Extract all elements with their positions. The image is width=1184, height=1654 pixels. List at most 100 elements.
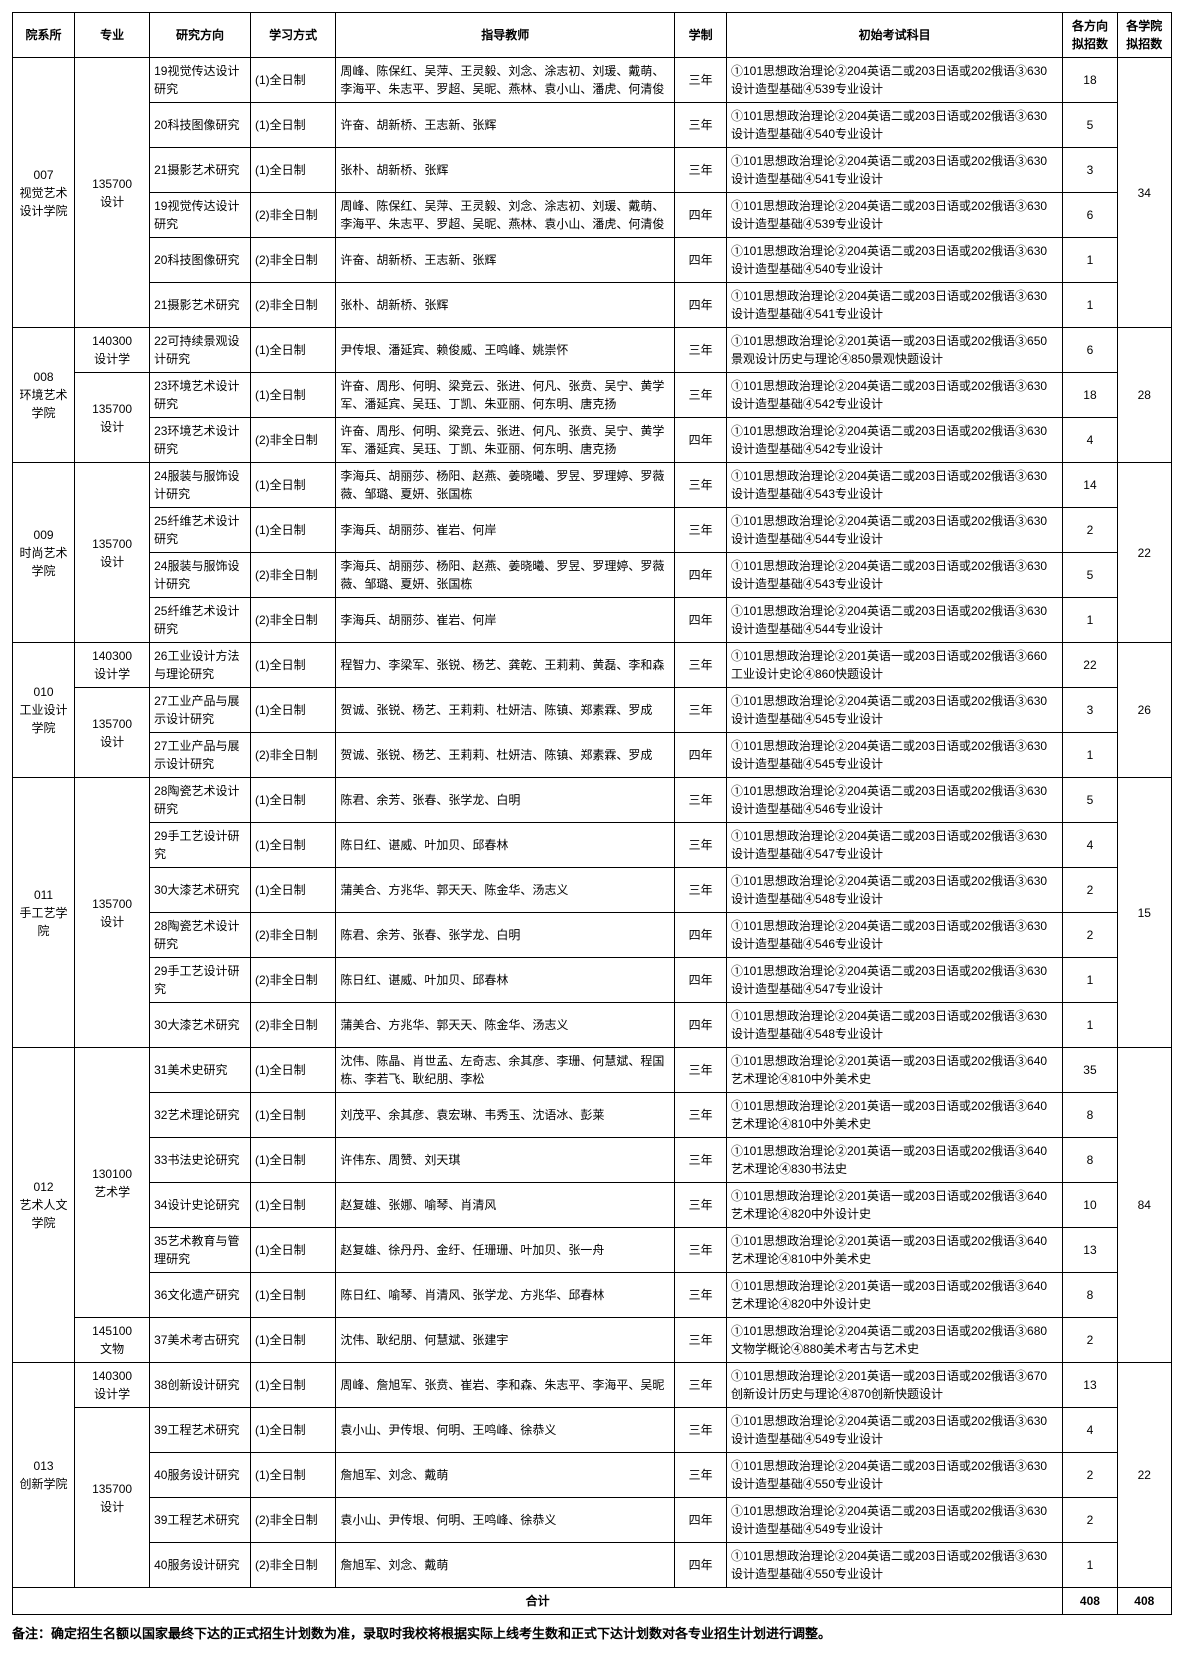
cell-quota-direction: 5 [1063, 778, 1117, 823]
cell-exam: ①101思想政治理论②201英语一或203日语或202俄语③670创新设计历史与… [726, 1363, 1062, 1408]
cell-dept: 009 时尚艺术学院 [13, 463, 75, 643]
header-major: 专业 [75, 13, 150, 58]
cell-mode: (1)全日制 [250, 643, 335, 688]
cell-direction: 26工业设计方法与理论研究 [150, 643, 251, 688]
cell-quota-dept: 34 [1117, 58, 1171, 328]
cell-mode: (1)全日制 [250, 1363, 335, 1408]
cell-quota-direction: 2 [1063, 868, 1117, 913]
cell-teachers: 陈君、余芳、张春、张学龙、白明 [336, 913, 675, 958]
cell-exam: ①101思想政治理论②204英语二或203日语或202俄语③630设计造型基础④… [726, 1408, 1062, 1453]
table-row: 011 手工艺学院135700 设计28陶瓷艺术设计研究(1)全日制陈君、余芳、… [13, 778, 1172, 823]
cell-system: 三年 [675, 58, 727, 103]
cell-direction: 19视觉传达设计研究 [150, 58, 251, 103]
cell-teachers: 尹传垠、潘延宾、赖俊威、王鸣峰、姚崇怀 [336, 328, 675, 373]
admissions-table: 院系所 专业 研究方向 学习方式 指导教师 学制 初始考试科目 各方向拟招数 各… [12, 12, 1172, 1615]
table-row: 36文化遗产研究(1)全日制陈日红、喻琴、肖清风、张学龙、方兆华、邱春林三年①1… [13, 1273, 1172, 1318]
header-system: 学制 [675, 13, 727, 58]
cell-quota-direction: 6 [1063, 193, 1117, 238]
cell-direction: 25纤维艺术设计研究 [150, 508, 251, 553]
cell-direction: 27工业产品与展示设计研究 [150, 733, 251, 778]
header-teachers: 指导教师 [336, 13, 675, 58]
cell-direction: 36文化遗产研究 [150, 1273, 251, 1318]
cell-system: 三年 [675, 463, 727, 508]
table-row: 23环境艺术设计研究(2)非全日制许奋、周彤、何明、梁竞云、张进、何凡、张贲、吴… [13, 418, 1172, 463]
cell-system: 三年 [675, 1048, 727, 1093]
cell-teachers: 周峰、陈保红、吴萍、王灵毅、刘念、涂志初、刘瑗、戴萌、李海平、朱志平、罗超、吴昵… [336, 193, 675, 238]
table-row: 28陶瓷艺术设计研究(2)非全日制陈君、余芳、张春、张学龙、白明四年①101思想… [13, 913, 1172, 958]
table-row: 24服装与服饰设计研究(2)非全日制李海兵、胡丽莎、杨阳、赵燕、姜晓曦、罗昱、罗… [13, 553, 1172, 598]
cell-system: 四年 [675, 283, 727, 328]
cell-teachers: 蒲美合、方兆华、郭天天、陈金华、汤志义 [336, 868, 675, 913]
cell-direction: 35艺术教育与管理研究 [150, 1228, 251, 1273]
cell-quota-direction: 3 [1063, 148, 1117, 193]
table-row: 013 创新学院140300 设计学38创新设计研究(1)全日制周峰、詹旭军、张… [13, 1363, 1172, 1408]
cell-system: 三年 [675, 1273, 727, 1318]
cell-quota-direction: 4 [1063, 418, 1117, 463]
cell-quota-direction: 2 [1063, 1498, 1117, 1543]
cell-mode: (2)非全日制 [250, 553, 335, 598]
cell-teachers: 许奋、胡新桥、王志新、张辉 [336, 103, 675, 148]
cell-exam: ①101思想政治理论②204英语二或203日语或202俄语③630设计造型基础④… [726, 193, 1062, 238]
cell-quota-direction: 2 [1063, 508, 1117, 553]
cell-exam: ①101思想政治理论②201英语一或203日语或202俄语③640艺术理论④82… [726, 1273, 1062, 1318]
cell-exam: ①101思想政治理论②204英语二或203日语或202俄语③630设计造型基础④… [726, 463, 1062, 508]
table-row: 012 艺术人文学院130100 艺术学31美术史研究(1)全日制沈伟、陈晶、肖… [13, 1048, 1172, 1093]
total-row: 合计 408 408 [13, 1588, 1172, 1615]
cell-teachers: 李海兵、胡丽莎、崔岩、何岸 [336, 598, 675, 643]
cell-teachers: 贺诚、张锐、杨艺、王莉莉、杜妍洁、陈镇、郑素霖、罗成 [336, 688, 675, 733]
cell-system: 三年 [675, 328, 727, 373]
cell-quota-direction: 5 [1063, 553, 1117, 598]
cell-direction: 28陶瓷艺术设计研究 [150, 778, 251, 823]
header-dir: 研究方向 [150, 13, 251, 58]
cell-quota-direction: 6 [1063, 328, 1117, 373]
cell-quota-direction: 1 [1063, 1003, 1117, 1048]
cell-system: 三年 [675, 148, 727, 193]
cell-direction: 28陶瓷艺术设计研究 [150, 913, 251, 958]
table-row: 27工业产品与展示设计研究(2)非全日制贺诚、张锐、杨艺、王莉莉、杜妍洁、陈镇、… [13, 733, 1172, 778]
cell-mode: (1)全日制 [250, 1273, 335, 1318]
total-label: 合计 [13, 1588, 1063, 1615]
cell-exam: ①101思想政治理论②204英语二或203日语或202俄语③630设计造型基础④… [726, 823, 1062, 868]
cell-quota-dept: 22 [1117, 1363, 1171, 1588]
cell-major: 135700 设计 [75, 778, 150, 1048]
table-row: 135700 设计27工业产品与展示设计研究(1)全日制贺诚、张锐、杨艺、王莉莉… [13, 688, 1172, 733]
cell-system: 三年 [675, 688, 727, 733]
cell-direction: 38创新设计研究 [150, 1363, 251, 1408]
table-row: 135700 设计39工程艺术研究(1)全日制袁小山、尹传垠、何明、王鸣峰、徐恭… [13, 1408, 1172, 1453]
cell-mode: (2)非全日制 [250, 733, 335, 778]
cell-quota-direction: 1 [1063, 238, 1117, 283]
cell-exam: ①101思想政治理论②201英语一或203日语或202俄语③640艺术理论④83… [726, 1138, 1062, 1183]
cell-mode: (1)全日制 [250, 148, 335, 193]
table-row: 20科技图像研究(1)全日制许奋、胡新桥、王志新、张辉三年①101思想政治理论②… [13, 103, 1172, 148]
table-row: 20科技图像研究(2)非全日制许奋、胡新桥、王志新、张辉四年①101思想政治理论… [13, 238, 1172, 283]
cell-quota-direction: 2 [1063, 913, 1117, 958]
cell-exam: ①101思想政治理论②204英语二或203日语或202俄语③630设计造型基础④… [726, 958, 1062, 1003]
table-row: 25纤维艺术设计研究(2)非全日制李海兵、胡丽莎、崔岩、何岸四年①101思想政治… [13, 598, 1172, 643]
cell-quota-direction: 13 [1063, 1363, 1117, 1408]
cell-system: 三年 [675, 1453, 727, 1498]
cell-mode: (2)非全日制 [250, 283, 335, 328]
footnote: 备注：确定招生名额以国家最终下达的正式招生计划数为准，录取时我校将根据实际上线考… [12, 1623, 1172, 1642]
cell-direction: 34设计史论研究 [150, 1183, 251, 1228]
table-row: 33书法史论研究(1)全日制许伟东、周赞、刘天琪三年①101思想政治理论②201… [13, 1138, 1172, 1183]
table-row: 40服务设计研究(1)全日制詹旭军、刘念、戴萌三年①101思想政治理论②204英… [13, 1453, 1172, 1498]
cell-system: 三年 [675, 103, 727, 148]
cell-mode: (2)非全日制 [250, 1003, 335, 1048]
cell-teachers: 张朴、胡新桥、张辉 [336, 283, 675, 328]
cell-major: 135700 设计 [75, 463, 150, 643]
table-row: 34设计史论研究(1)全日制赵复雄、张娜、喻琴、肖清风三年①101思想政治理论②… [13, 1183, 1172, 1228]
cell-teachers: 周峰、陈保红、吴萍、王灵毅、刘念、涂志初、刘瑗、戴萌、李海平、朱志平、罗超、吴昵… [336, 58, 675, 103]
cell-exam: ①101思想政治理论②204英语二或203日语或202俄语③630设计造型基础④… [726, 148, 1062, 193]
cell-mode: (1)全日制 [250, 1453, 335, 1498]
cell-direction: 37美术考古研究 [150, 1318, 251, 1363]
cell-teachers: 许伟东、周赞、刘天琪 [336, 1138, 675, 1183]
cell-direction: 20科技图像研究 [150, 103, 251, 148]
cell-mode: (1)全日制 [250, 58, 335, 103]
table-row: 19视觉传达设计研究(2)非全日制周峰、陈保红、吴萍、王灵毅、刘念、涂志初、刘瑗… [13, 193, 1172, 238]
cell-exam: ①101思想政治理论②204英语二或203日语或202俄语③630设计造型基础④… [726, 913, 1062, 958]
header-exam: 初始考试科目 [726, 13, 1062, 58]
cell-major: 135700 设计 [75, 1408, 150, 1588]
cell-mode: (2)非全日制 [250, 238, 335, 283]
cell-quota-direction: 1 [1063, 1543, 1117, 1588]
cell-exam: ①101思想政治理论②204英语二或203日语或202俄语③630设计造型基础④… [726, 58, 1062, 103]
